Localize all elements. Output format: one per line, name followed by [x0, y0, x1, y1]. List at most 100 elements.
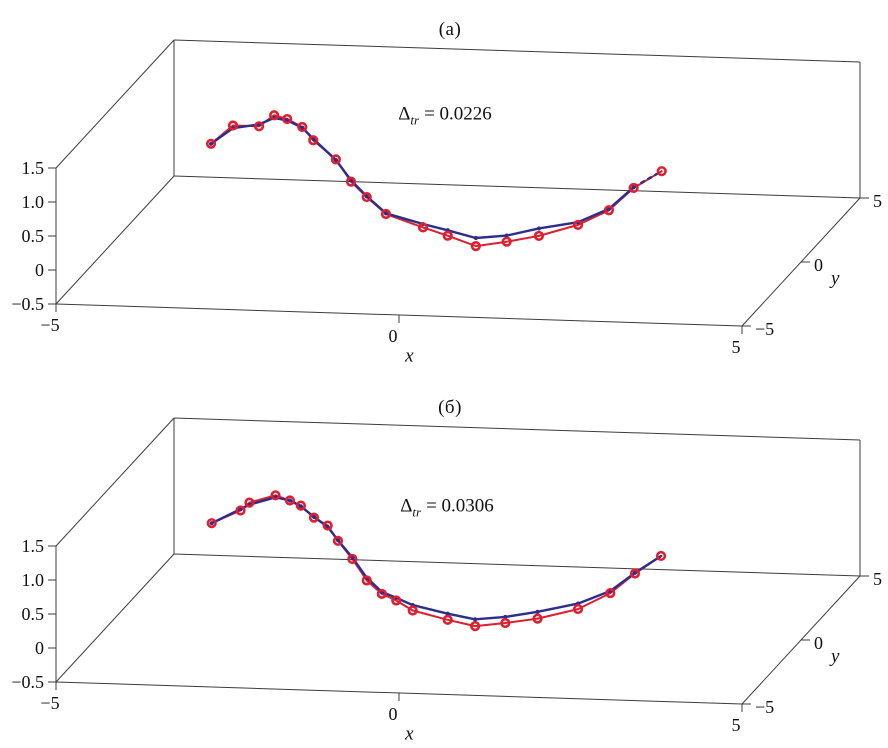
delta-subscript: tr [412, 504, 422, 520]
data-point-marker [533, 230, 545, 242]
model-series-line-blue [209, 116, 635, 240]
data-point-marker [295, 500, 307, 511]
z-tick-label: 0.5 [22, 604, 45, 624]
data-point-marker [605, 587, 616, 599]
delta-tr-annotation-b: Δtr = 0.0306 [400, 496, 494, 521]
data-point-marker [235, 505, 246, 516]
data-point-marker [442, 614, 453, 625]
model-point-dot [504, 233, 509, 238]
z-tick-label: 1.5 [22, 536, 45, 556]
panel-a-title: (a) [438, 19, 462, 40]
y-tick-label: 5 [873, 569, 882, 589]
data-point-marker [407, 605, 418, 616]
z-tick-label: 0.5 [22, 226, 45, 246]
data-point-marker [629, 568, 641, 579]
model-point-dot [208, 141, 214, 146]
data-point-marker [284, 495, 296, 506]
data-point-marker [227, 120, 239, 131]
data-point-marker [270, 490, 281, 501]
y-tick-label: −5 [755, 697, 774, 717]
model-point-dot [335, 538, 341, 543]
data-point-marker [656, 166, 667, 177]
model-series-line-blue-tail [633, 170, 663, 189]
data-point-marker [361, 575, 372, 586]
x-tick-label: −5 [40, 693, 59, 713]
x-tick-label: 0 [389, 704, 398, 724]
z-tick-label: 1.0 [22, 570, 45, 590]
data-point-marker [361, 191, 372, 203]
y-tick-label: 5 [873, 191, 882, 211]
data-point-marker [206, 518, 217, 529]
data-point-marker [532, 613, 543, 624]
x-tick-label: 0 [389, 326, 398, 346]
model-point-dot [631, 185, 636, 190]
data-point-marker [332, 535, 344, 546]
delta-subscript: tr [410, 112, 420, 128]
box-edge [55, 175, 175, 305]
data-point-marker [345, 176, 357, 187]
x-tick-label: −5 [40, 315, 59, 335]
model-point-dot [536, 226, 542, 231]
model-point-dot [535, 609, 540, 614]
data-point-marker [500, 617, 511, 629]
data-point-marker [501, 236, 512, 247]
x-axis-label: x [404, 345, 414, 366]
delta-value: = 0.0226 [424, 103, 492, 125]
model-point-dot [311, 514, 317, 520]
data-point-marker [442, 230, 453, 241]
box-edge [55, 39, 175, 169]
data-point-marker [347, 553, 358, 565]
data-point-marker [297, 121, 308, 133]
data-point-marker [308, 135, 319, 146]
z-tick-label: 1.5 [22, 158, 45, 178]
data-point-marker [380, 208, 392, 220]
z-tick-label: −0.5 [11, 294, 44, 314]
data-point-marker [376, 588, 387, 600]
model-point-dot [333, 157, 338, 163]
x-tick-label: 5 [732, 715, 741, 735]
data-point-marker [253, 121, 265, 132]
box-edge [55, 553, 175, 683]
y-tick-label: 0 [814, 255, 823, 275]
data-point-marker [628, 182, 639, 194]
x-tick-label: 5 [732, 337, 741, 357]
model-point-dot [209, 521, 214, 526]
z-tick-label: 0 [35, 260, 44, 280]
delta-symbol: Δ [400, 495, 413, 517]
panel-b-title: (б) [438, 397, 462, 418]
model-point-dot [632, 570, 638, 575]
z-tick-label: 1.0 [22, 192, 45, 212]
y-axis-label: y [829, 646, 840, 667]
data-point-marker [572, 603, 584, 615]
data-point-marker [330, 154, 341, 165]
y-axis-label: y [829, 268, 840, 289]
data-point-marker [470, 241, 481, 252]
model-point-dot [364, 194, 369, 199]
data-point-marker [205, 138, 217, 149]
z-tick-label: 0 [35, 638, 44, 658]
box-edge [173, 553, 861, 577]
data-point-marker [322, 520, 333, 531]
box-edge [173, 39, 861, 63]
data-point-marker [417, 222, 429, 233]
model-point-dot [287, 498, 293, 503]
model-point-dot [298, 504, 304, 509]
y-tick-label: 0 [814, 633, 823, 653]
box-edge [55, 417, 175, 547]
data-point-marker [244, 497, 255, 508]
data-point-marker [470, 621, 481, 632]
data-point-marker [269, 110, 280, 121]
model-point-dot [383, 211, 389, 216]
data-point-marker [391, 595, 402, 606]
data-point-marker [282, 113, 293, 125]
delta-symbol: Δ [398, 103, 411, 125]
model-point-dot [503, 614, 508, 620]
box-edge [173, 417, 861, 441]
z-tick-label: −0.5 [11, 672, 44, 692]
data-point-marker [308, 512, 320, 523]
data-point-marker [603, 205, 615, 216]
x-axis-label: x [404, 723, 414, 744]
model-point-dot [473, 235, 478, 241]
box-edge [173, 175, 861, 199]
